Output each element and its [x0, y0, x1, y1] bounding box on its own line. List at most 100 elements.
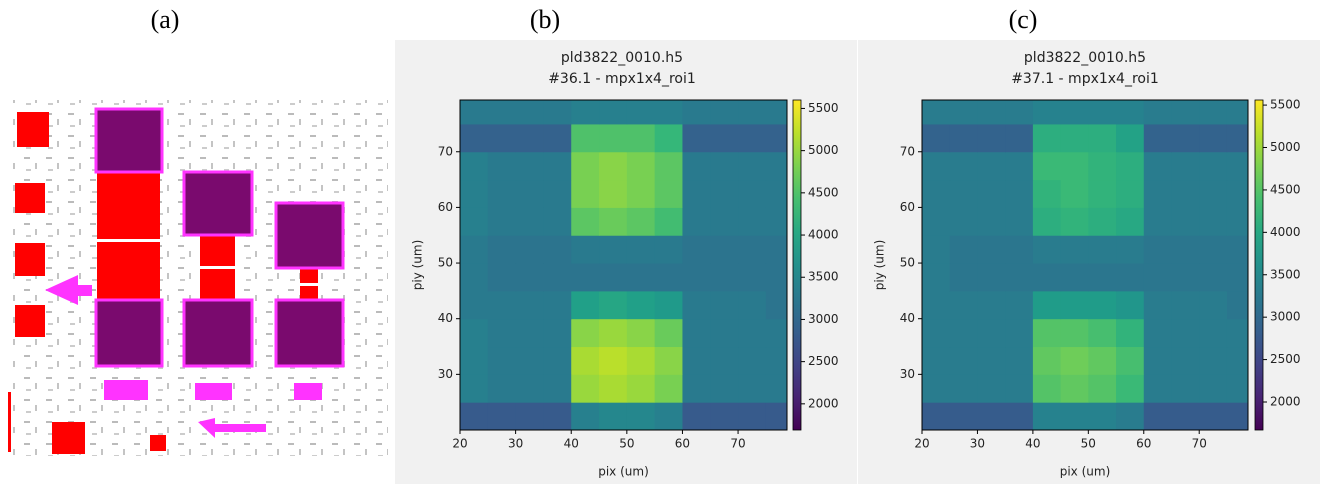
heatmap-cell — [571, 235, 600, 264]
heatmap-cell — [1060, 263, 1089, 292]
heatmap-cell — [738, 123, 767, 153]
heatmap-cell — [626, 235, 656, 264]
heatmap-cell — [1199, 374, 1228, 403]
heatmap-cell — [1171, 235, 1200, 264]
heatmap-cell — [710, 100, 739, 125]
heatmap-cell — [738, 346, 767, 375]
colorbar-tick-label: 4500 — [1270, 182, 1301, 196]
heatmap-cell — [1116, 207, 1145, 236]
colorbar-tick-label: 2500 — [1270, 352, 1301, 366]
heatmap-cell — [1116, 402, 1145, 430]
heatmap-cell — [682, 402, 711, 430]
heatmap-cell — [682, 374, 711, 403]
y-tick-label: 50 — [900, 256, 915, 270]
heatmap-cell — [543, 374, 572, 403]
heatmap-cell — [765, 318, 787, 348]
heatmap-cell — [949, 123, 978, 153]
heatmap-cell — [710, 318, 739, 348]
heatmap-cell — [682, 151, 711, 181]
heatmap-cell — [571, 318, 600, 348]
heatmap-cell — [626, 318, 656, 348]
heatmap-cell — [1171, 374, 1200, 403]
heatmap-cell — [682, 123, 711, 153]
heatmap-cell — [949, 151, 978, 181]
heatmap-cell — [949, 318, 978, 348]
heatmap-cell — [710, 290, 739, 320]
heatmap-cell — [710, 235, 739, 264]
heatmap-cell — [949, 179, 978, 208]
heatmap-cell — [710, 374, 739, 403]
heatmap-cell — [1060, 179, 1089, 208]
heatmap-cell — [654, 179, 683, 208]
heatmap-cell — [1005, 123, 1034, 153]
heatmap-cell — [977, 207, 1006, 236]
heatmap-cell — [1116, 374, 1145, 403]
heatmap-cell — [765, 179, 787, 208]
heatmap-cell — [515, 263, 544, 292]
y-tick-label: 30 — [438, 367, 453, 381]
colorbar-tick-label: 4000 — [1270, 225, 1301, 239]
heatmap-cell — [1032, 235, 1062, 264]
heatmap-cell — [571, 123, 600, 153]
heatmap-cell — [977, 346, 1006, 375]
heatmap-cell — [1032, 123, 1062, 153]
heatmap-cell — [1199, 235, 1228, 264]
heatmap-cell — [1060, 290, 1089, 320]
x-tick-label: 70 — [730, 437, 745, 451]
heatmap-cell — [599, 263, 628, 292]
heatmap-cell — [543, 100, 572, 125]
colorbar — [1254, 99, 1264, 431]
heatmap-cell — [626, 207, 656, 236]
heatmap-cell — [1116, 100, 1145, 125]
heatmap-cell — [1116, 263, 1145, 292]
heatmap-cell — [738, 100, 767, 125]
heatmap-cell — [1088, 290, 1117, 320]
heatmap-cell — [710, 123, 739, 153]
heatmap-cell — [626, 374, 656, 403]
heatmap-cell — [654, 318, 683, 348]
x-tick-label: 60 — [1136, 437, 1151, 451]
heatmap-cell — [765, 263, 787, 292]
heatmap-cell — [1226, 100, 1248, 125]
heatmap-cell — [571, 100, 600, 125]
heatmap-cell — [1060, 318, 1089, 348]
heatmap-cell — [710, 151, 739, 181]
heatmap-cell — [654, 100, 683, 125]
heatmap-cell — [599, 402, 628, 430]
heatmap-cell — [710, 179, 739, 208]
heatmap-cell — [1226, 318, 1248, 348]
heatmap-cell — [710, 263, 739, 292]
heatmap-cell — [1060, 235, 1089, 264]
heatmap-cell — [460, 402, 489, 430]
heatmap-cell — [487, 100, 517, 125]
heatmap-cell — [1032, 374, 1062, 403]
colorbar-tick-label: 3000 — [808, 312, 839, 326]
heatmap-cell — [1088, 179, 1117, 208]
heatmap-cell — [1143, 290, 1172, 320]
heatmap-cell — [487, 318, 517, 348]
heatmap-cell — [1088, 151, 1117, 181]
heatmap-cell — [1060, 151, 1089, 181]
colorbar-tick-label: 4000 — [808, 228, 839, 242]
heatmap-cell — [1226, 263, 1248, 292]
y-tick-label: 70 — [900, 144, 915, 158]
heatmap-cell — [1116, 346, 1145, 375]
heatmap-cell — [738, 179, 767, 208]
heatmap-cell — [487, 346, 517, 375]
heatmap-cell — [922, 151, 951, 181]
heatmap-cell — [1171, 263, 1200, 292]
heatmap-cell — [571, 290, 600, 320]
heatmap-cell — [977, 402, 1006, 430]
heatmap-cell — [738, 290, 767, 320]
heatmap-cell — [1143, 235, 1172, 264]
heatmap-cell — [1143, 123, 1172, 153]
heatmap-cell — [460, 263, 489, 292]
heatmap-cell — [1005, 263, 1034, 292]
heatmap-cell — [1088, 346, 1117, 375]
heatmap-cell — [1143, 207, 1172, 236]
heatmap-cell — [543, 263, 572, 292]
colorbar-tick-label: 3500 — [1270, 267, 1301, 281]
heatmap-cell — [1116, 123, 1145, 153]
heatmap-cell — [487, 374, 517, 403]
heatmap-cell — [1088, 318, 1117, 348]
